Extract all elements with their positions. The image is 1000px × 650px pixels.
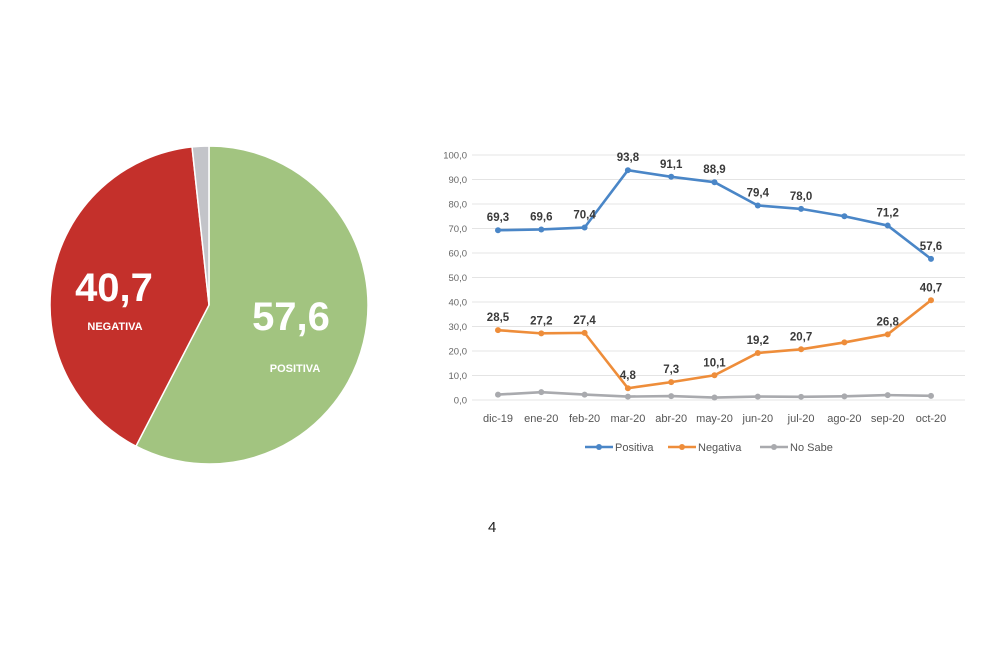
data-point [841, 339, 848, 346]
data-label: 93,8 [617, 152, 640, 164]
data-point [754, 393, 761, 400]
legend-label: Negativa [698, 442, 742, 454]
data-point [754, 202, 761, 209]
data-label: 26,8 [877, 316, 900, 328]
data-point [928, 392, 934, 399]
data-point [581, 391, 588, 398]
y-tick-label: 50,0 [449, 273, 468, 284]
pie-label-negativa: NEGATIVA [87, 321, 142, 333]
line-chart: 0,0 10,0 20,0 30,0 40,0 50,0 60,0 70,0 80,0 90,0 1… [443, 151, 965, 454]
data-label: 69,3 [487, 212, 509, 224]
data-point [538, 389, 545, 396]
data-point [928, 255, 934, 262]
x-tick-label: oct-20 [916, 413, 947, 425]
data-label: 79,4 [747, 187, 770, 199]
data-point [668, 379, 675, 386]
data-point [495, 227, 501, 234]
data-point [884, 222, 891, 229]
x-tick-label: dic-19 [483, 413, 513, 425]
data-label: 40,7 [920, 282, 942, 294]
y-tick-label: 100,0 [443, 151, 467, 162]
data-label: 20,7 [790, 331, 812, 343]
x-tick-label: jul-20 [787, 413, 815, 425]
data-point [495, 327, 501, 334]
x-tick-label: feb-20 [569, 413, 600, 425]
y-tick-label: 20,0 [449, 347, 468, 358]
data-label: 78,0 [790, 191, 812, 203]
data-point [624, 393, 631, 400]
data-point [711, 179, 718, 186]
data-label: 28,5 [487, 312, 510, 324]
data-point [624, 385, 631, 392]
legend-label: No Sabe [790, 442, 833, 454]
data-label: 4,8 [620, 370, 637, 382]
page-number: 4 [488, 519, 497, 536]
pie-label-positiva: POSITIVA [270, 363, 321, 375]
data-point [581, 329, 588, 336]
data-point [841, 213, 848, 220]
data-point [798, 346, 805, 353]
pie-slice-negativa [49, 146, 210, 448]
y-tick-label: 0,0 [454, 396, 467, 407]
pie-slice-positiva [134, 145, 369, 465]
x-tick-label: abr-20 [655, 413, 687, 425]
data-label: 27,4 [573, 315, 596, 327]
y-tick-label: 80,0 [449, 200, 468, 211]
legend-marker [771, 444, 777, 450]
pie-value-positiva: 57,6 [252, 295, 330, 339]
data-point [711, 394, 718, 401]
data-point [538, 330, 545, 337]
y-tick-label: 60,0 [449, 249, 468, 260]
x-tick-label: jun-20 [742, 413, 774, 425]
data-label: 19,2 [747, 335, 769, 347]
data-label: 71,2 [877, 208, 899, 220]
pie-value-negativa: 40,7 [75, 266, 153, 310]
data-label: 57,6 [920, 241, 942, 253]
x-tick-label: ene-20 [524, 413, 558, 425]
data-point [668, 393, 675, 400]
legend-marker [679, 444, 685, 450]
y-tick-label: 70,0 [449, 224, 468, 235]
data-point [884, 392, 891, 399]
data-label: 88,9 [703, 164, 725, 176]
data-point [798, 205, 805, 212]
data-point [928, 297, 934, 304]
data-point [798, 393, 805, 400]
x-tick-label: ago-20 [827, 413, 861, 425]
legend-label: Positiva [615, 442, 654, 454]
data-point [884, 331, 891, 338]
data-point [668, 173, 675, 180]
data-point [624, 167, 631, 174]
data-label: 7,3 [663, 364, 679, 376]
y-tick-label: 30,0 [449, 322, 468, 333]
data-point [754, 349, 761, 356]
x-tick-label: sep-20 [871, 413, 905, 425]
x-tick-label: mar-20 [610, 413, 645, 425]
y-tick-label: 40,0 [449, 298, 468, 309]
y-tick-label: 90,0 [449, 175, 468, 186]
data-point [495, 391, 501, 398]
data-label: 69,6 [530, 211, 552, 223]
x-tick-label: may-20 [696, 413, 733, 425]
data-label: 91,1 [660, 159, 683, 171]
y-tick-label: 10,0 [449, 371, 468, 382]
data-label: 27,2 [530, 315, 552, 327]
data-point [581, 224, 588, 231]
data-point [711, 372, 718, 379]
data-label: 70,4 [573, 210, 596, 222]
data-point [841, 393, 848, 400]
pie-slice-no-sabe [191, 145, 210, 306]
data-point [538, 226, 545, 233]
pie-chart: 57,6 POSITIVA 40,7 NEGATIVA [49, 145, 369, 465]
legend-marker [596, 444, 602, 450]
data-label: 10,1 [703, 357, 726, 369]
